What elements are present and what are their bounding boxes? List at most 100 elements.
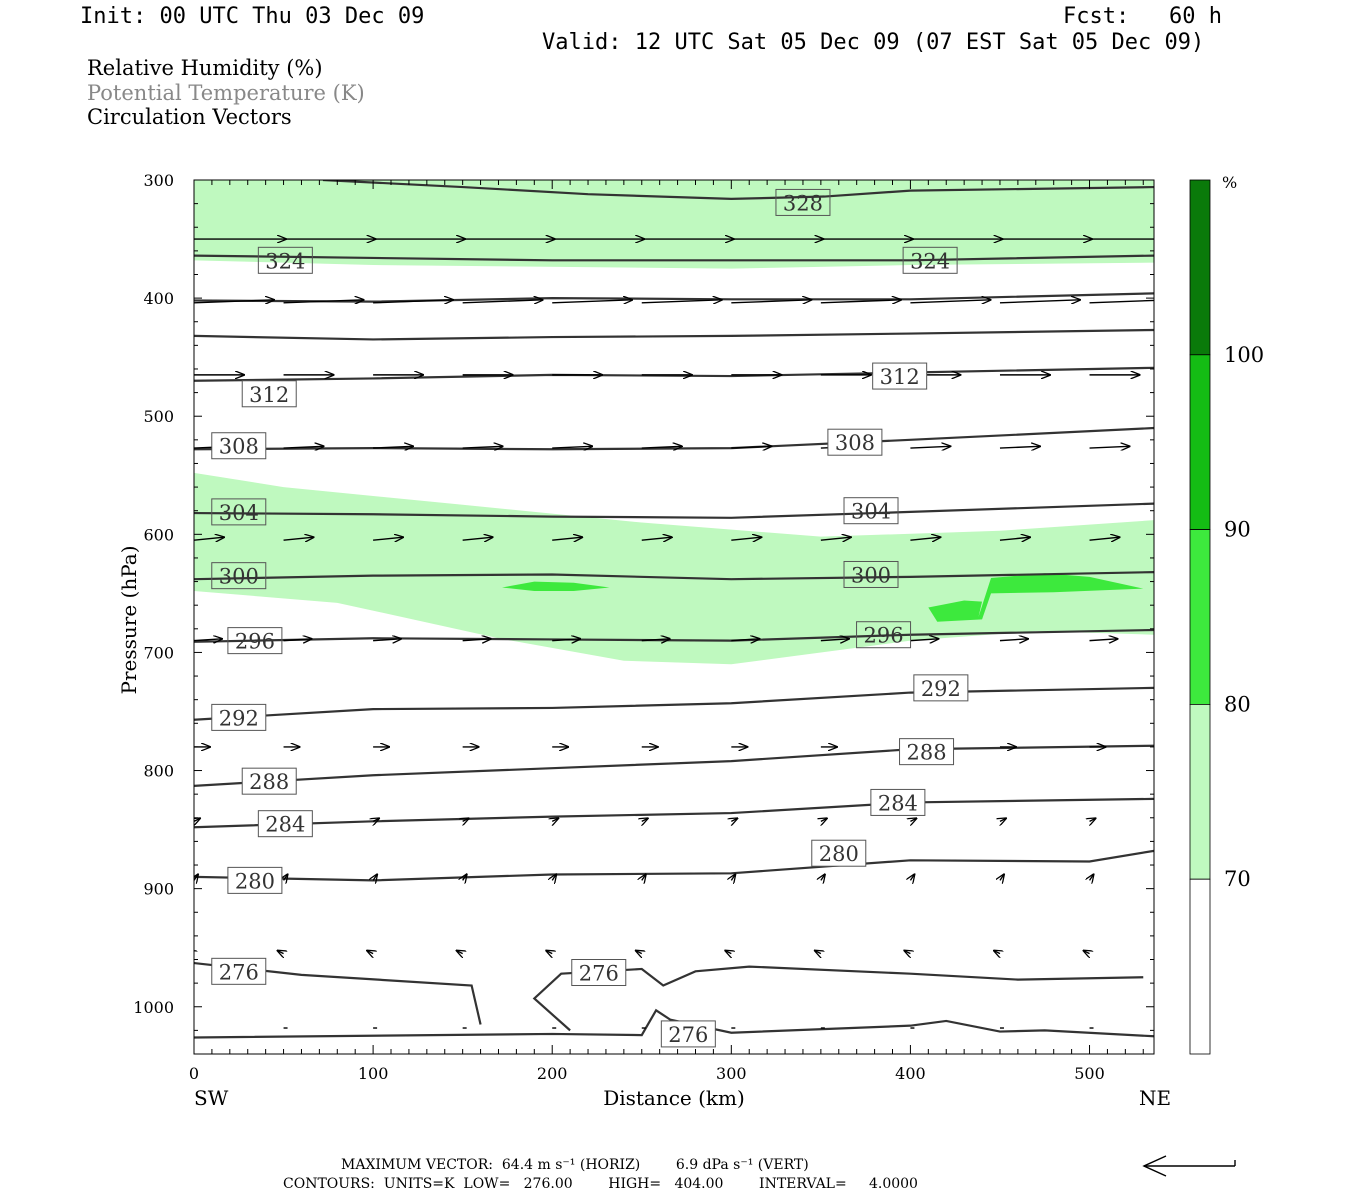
forecast-hour: Fcst: 60 h: [1063, 4, 1222, 29]
theta-contour-328-0: [322, 180, 1154, 200]
circulation-vector: [462, 537, 493, 540]
circulation-vector: [1089, 446, 1130, 448]
circulation-vector: [641, 446, 682, 448]
circulation-vector: [462, 446, 503, 448]
contour-label: 276: [668, 1023, 708, 1047]
rh-region-70-0: [194, 180, 1154, 269]
circulation-vector: [910, 537, 940, 540]
contour-label: 292: [219, 706, 259, 730]
humidity-fill-layer: [194, 180, 1154, 665]
circulation-vector: [731, 300, 811, 303]
theta-contour-layer: [194, 180, 1154, 1039]
circulation-vector: [188, 951, 194, 954]
contour-label-box: [241, 380, 297, 408]
contour-label: 288: [906, 741, 946, 765]
contour-label-box: [211, 562, 267, 590]
contour-label: 280: [819, 842, 859, 866]
contour-label: 300: [219, 565, 259, 589]
colorbar-segment: [1189, 179, 1211, 356]
circulation-vector: [373, 300, 453, 303]
init-time: Init: 00 UTC Thu 03 Dec 09: [80, 4, 425, 29]
circulation-vector: [462, 639, 491, 641]
contour-label-box: [227, 627, 283, 655]
colorbar-label: 100: [1224, 343, 1264, 367]
circulation-vector: [283, 446, 324, 448]
reference-vector: [1142, 1155, 1236, 1177]
circulation-vector: [999, 639, 1028, 641]
circulation-vector: [552, 874, 556, 880]
circulation-vector: [283, 300, 364, 303]
circulation-vector: [1084, 951, 1090, 954]
circulation-vector: [1090, 818, 1096, 821]
y-tick-label: 400: [143, 289, 174, 308]
x-axis-left-label: SW: [194, 1086, 229, 1110]
contour-label-box: [211, 957, 267, 985]
contour-label-box: [211, 703, 267, 731]
circulation-vector: [910, 639, 938, 641]
y-tick-label: 600: [143, 525, 174, 544]
y-tick-label: 1000: [133, 998, 174, 1017]
colorbar: % 70 80 90 100: [1189, 173, 1264, 1055]
contour-label-box: [811, 839, 867, 867]
circulation-vector: [462, 300, 543, 303]
x-axis-title: Distance (km): [603, 1086, 745, 1110]
contour-label-box: [257, 246, 313, 274]
colorbar-segment: [1189, 354, 1211, 530]
circulation-vector: [373, 818, 379, 821]
circulation-vector: [820, 300, 901, 303]
circulation-vector: [821, 818, 827, 821]
theta-contour-276-15: [194, 1008, 1154, 1039]
circulation-vector: [1089, 537, 1120, 540]
circulation-vector: [373, 639, 401, 641]
contour-label: 324: [910, 249, 950, 273]
contour-label: 312: [249, 383, 289, 407]
contour-label: 304: [219, 501, 259, 525]
circulation-vector: [641, 639, 670, 641]
theta-contour-316-3: [194, 328, 1154, 341]
circulation-vector: [731, 818, 737, 821]
circulation-vector: [725, 951, 731, 954]
contour-label: 312: [880, 365, 920, 389]
contour-label-box: [211, 432, 267, 460]
theta-contour-276-14: [532, 965, 1144, 1032]
circulation-vector: [731, 446, 771, 448]
contour-label-box: [827, 428, 883, 456]
contour-label-box: [775, 188, 831, 216]
circulation-vector: [1089, 639, 1118, 641]
colorbar-unit: %: [1222, 173, 1237, 192]
theta-contour-280-12: [194, 849, 1154, 882]
circulation-vector: [641, 537, 672, 540]
circulation-vector: [194, 300, 274, 303]
circulation-vector: [457, 951, 463, 954]
circulation-vector: [194, 818, 200, 821]
x-tick-label: 300: [716, 1064, 747, 1083]
circulation-vector: [284, 874, 288, 880]
theta-contour-320-2: [194, 292, 1154, 303]
contour-label-box: [899, 738, 955, 766]
circulation-vector: [194, 639, 222, 641]
y-axis-title: Pressure (hPa): [117, 546, 141, 695]
circulation-vector: [999, 537, 1030, 540]
contour-label: 284: [265, 813, 305, 837]
valid-time: Valid: 12 UTC Sat 05 Dec 09 (07 EST Sat …: [542, 30, 1205, 55]
x-tick-label: 100: [358, 1064, 389, 1083]
y-tick-label: 300: [143, 171, 174, 190]
contour-label-box: [660, 1020, 716, 1048]
circulation-vector: [910, 818, 916, 821]
contour-label-box: [913, 674, 969, 702]
theta-contour-324-1: [194, 254, 1154, 262]
colorbar-segment: [1189, 529, 1211, 705]
legend-theta: Potential Temperature (K): [87, 81, 365, 105]
contour-label-box: [870, 788, 926, 816]
circulation-vector: [910, 300, 990, 303]
theta-contour-304-6: [194, 502, 1154, 519]
plot-frame: [193, 179, 1155, 1055]
contour-label-box: [843, 497, 899, 525]
axes-layer: 300 400 500 600 700 800 900 1000 0 100 200 300 400 50…: [133, 171, 1154, 1083]
y-tick-label: 700: [143, 643, 174, 662]
theta-contour-300-7: [194, 571, 1154, 581]
contour-label: 308: [219, 435, 259, 459]
circulation-vector: [815, 951, 821, 954]
circulation-vector: [1089, 299, 1154, 304]
